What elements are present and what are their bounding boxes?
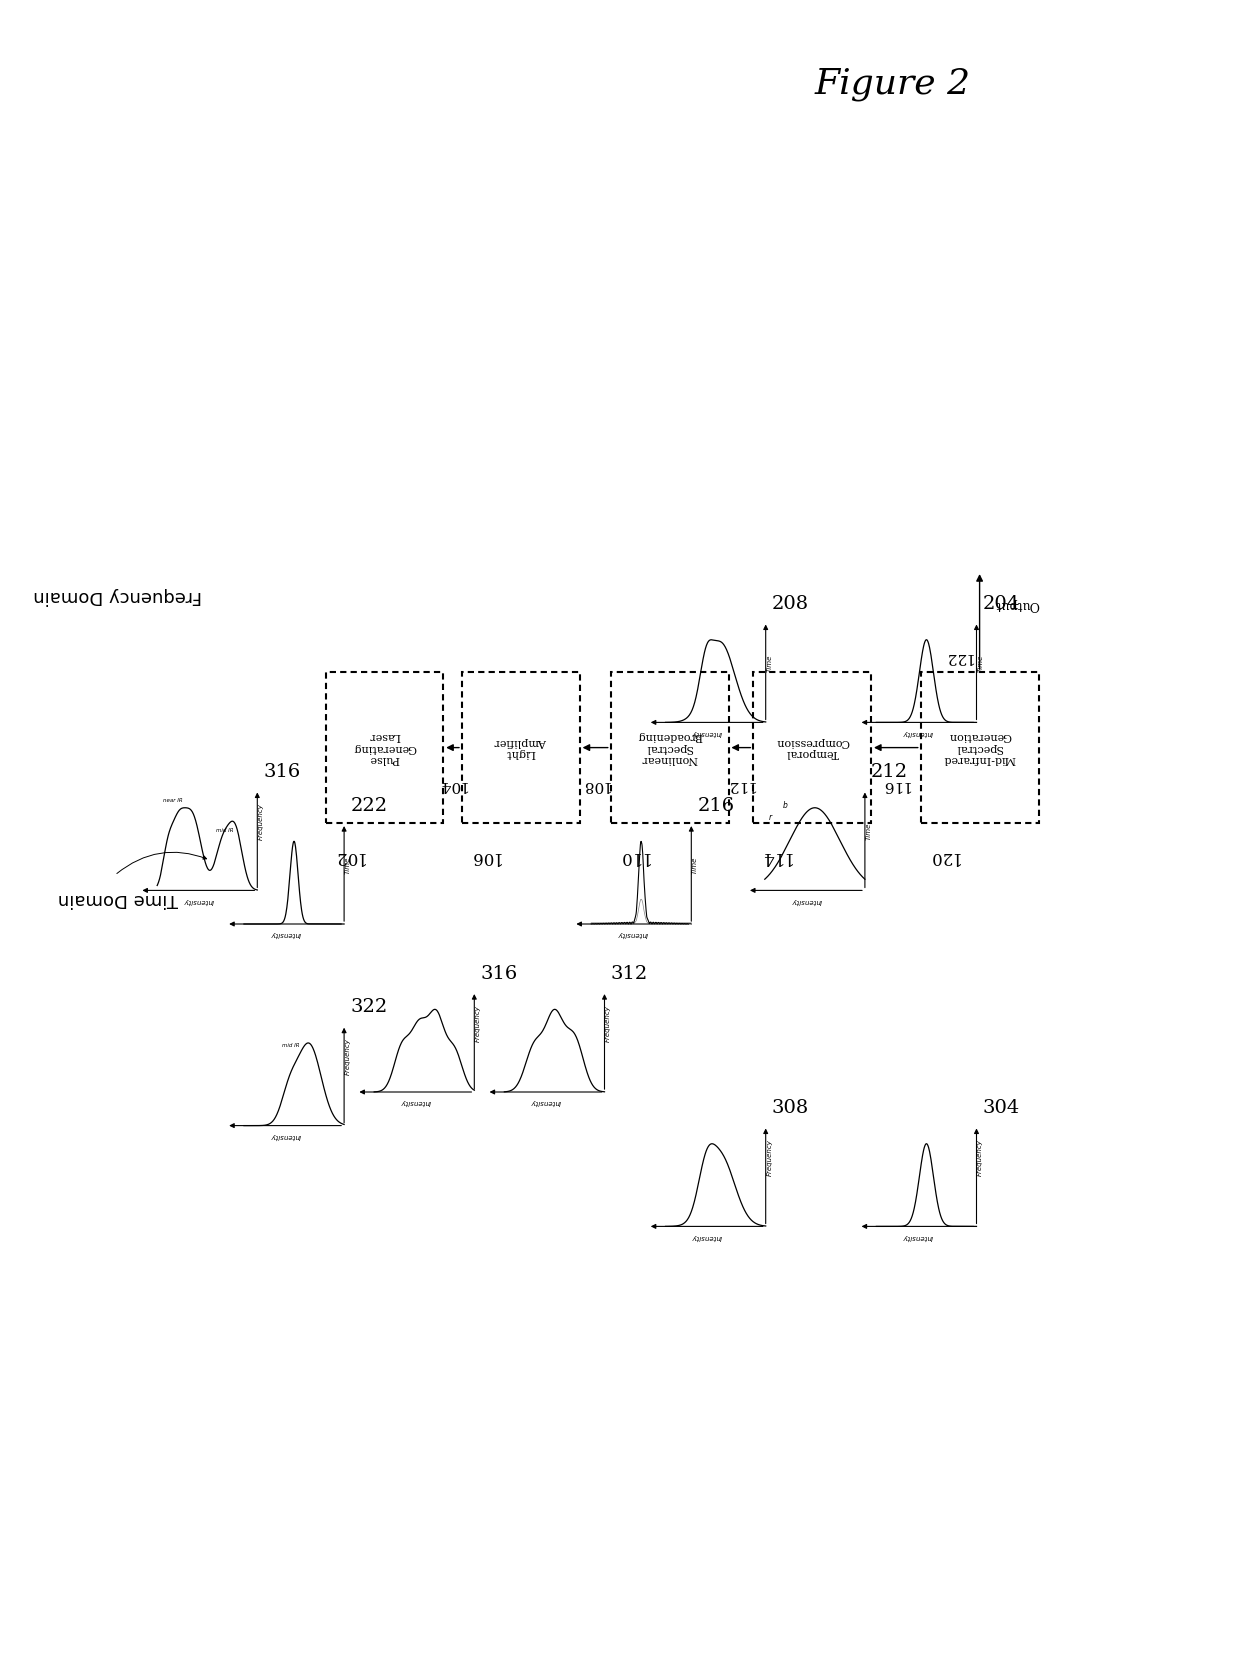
Text: 216: 216 [697,796,734,815]
Text: Time: Time [977,655,983,672]
Text: 102: 102 [332,848,363,865]
Text: Frequency: Frequency [766,1139,773,1176]
Text: 304: 304 [982,1099,1021,1117]
Text: Intensity: Intensity [401,1099,430,1105]
Text: Intensity: Intensity [692,729,722,736]
Text: 120: 120 [928,848,959,865]
Text: Time: Time [866,823,872,840]
Text: Time: Time [345,857,351,874]
Text: Intensity: Intensity [618,931,647,937]
Text: Intensity: Intensity [531,1099,560,1105]
FancyBboxPatch shape [461,672,580,823]
Text: near IR: near IR [162,798,182,803]
Text: 106: 106 [469,848,500,865]
Text: Light
Amplifier: Light Amplifier [495,738,547,758]
Text: Pulse
Generating
Laser: Pulse Generating Laser [352,731,417,764]
Text: Intensity: Intensity [184,897,213,904]
Text: Time: Time [692,857,698,874]
Text: Intensity: Intensity [270,931,300,937]
Text: 308: 308 [771,1099,810,1117]
Text: 208: 208 [771,595,808,613]
Text: 108: 108 [580,778,610,791]
Text: 212: 212 [870,763,908,781]
Text: Temporal
Compression: Temporal Compression [775,738,849,758]
Text: Frequency: Frequency [605,1005,611,1042]
Text: 110: 110 [618,848,649,865]
Text: 312: 312 [610,964,649,983]
Text: Mid-Infrared
Spectral
Generation: Mid-Infrared Spectral Generation [944,731,1016,764]
Text: Time Domain: Time Domain [58,890,177,909]
Text: Intensity: Intensity [692,1233,722,1240]
Text: Frequency: Frequency [475,1005,481,1042]
Text: mid IR: mid IR [283,1043,300,1048]
Text: Frequency: Frequency [258,803,264,840]
FancyBboxPatch shape [325,672,444,823]
Text: 114: 114 [759,848,791,865]
Text: Time: Time [766,655,773,672]
Text: 104: 104 [438,778,467,791]
Text: Frequency: Frequency [977,1139,983,1176]
Text: Frequency: Frequency [345,1038,351,1075]
FancyBboxPatch shape [611,672,729,823]
Text: Nonlinear
Spectral
Broadening: Nonlinear Spectral Broadening [637,731,702,764]
Text: 222: 222 [350,796,387,815]
Text: r: r [769,813,771,822]
Text: 112: 112 [727,778,755,791]
Text: Intensity: Intensity [903,729,932,736]
Text: b: b [782,801,787,810]
Text: 316: 316 [480,964,518,983]
Text: 116: 116 [882,778,910,791]
Text: 122: 122 [944,650,973,664]
Text: Intensity: Intensity [903,1233,932,1240]
Text: 316: 316 [263,763,301,781]
Text: Output: Output [994,598,1039,612]
Text: mid IR: mid IR [216,828,233,833]
FancyBboxPatch shape [920,672,1039,823]
Text: Intensity: Intensity [791,897,821,904]
FancyBboxPatch shape [754,672,870,823]
Text: Figure 2: Figure 2 [815,67,971,101]
Text: Intensity: Intensity [270,1132,300,1139]
Text: 204: 204 [982,595,1019,613]
Text: Frequency Domain: Frequency Domain [33,586,202,605]
Text: 322: 322 [350,998,388,1016]
